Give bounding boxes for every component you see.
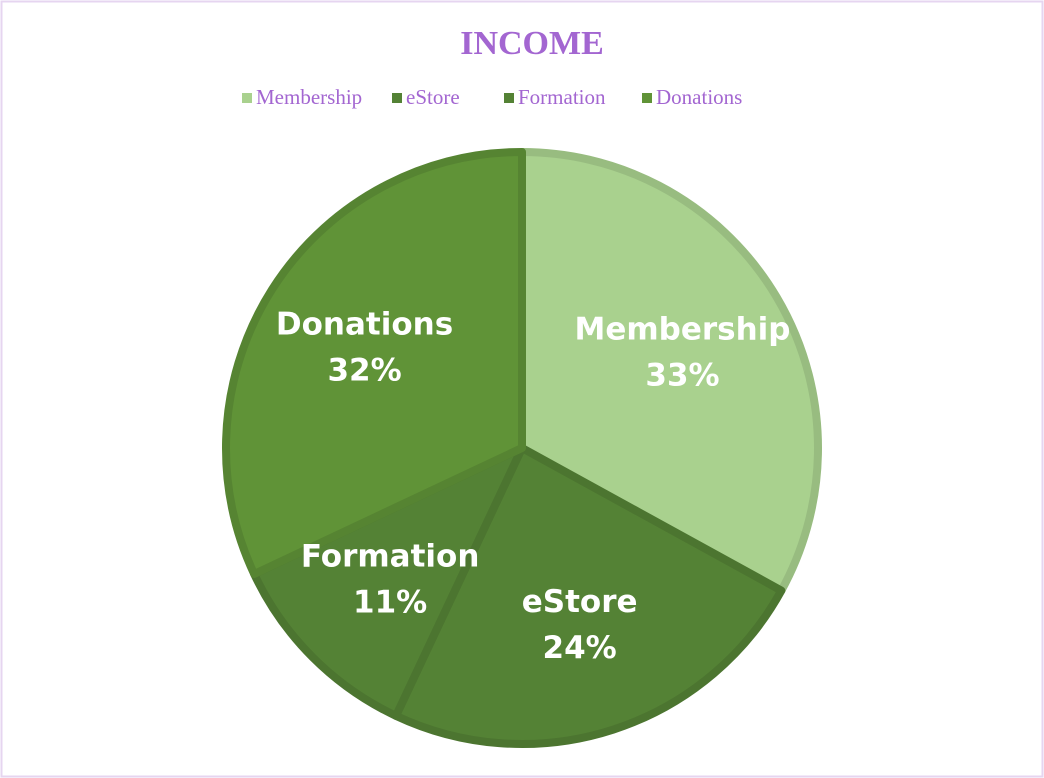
pie-slice [391,444,786,748]
pie-slice [250,444,526,720]
legend-swatch [504,93,514,103]
slice-value-label: 11% [353,584,427,620]
legend-label: Membership [256,85,362,109]
slice-value-label: 33% [645,358,719,394]
slice-category: Membership [574,312,790,348]
legend-label: Formation [518,85,606,109]
slice-category: Formation [301,538,480,574]
legend-label: eStore [406,85,460,109]
legend-label: Donations [656,85,742,109]
pie-slice [222,148,526,579]
slice-value-label: 32% [327,353,401,389]
pie-slice [518,148,822,595]
chart-title: INCOME [460,25,604,62]
slice-category: Donations [276,307,453,343]
legend-swatch [392,93,402,103]
legend-swatch [242,93,252,103]
legend-swatch [642,93,652,103]
slice-value-label: 24% [543,630,617,666]
slice-category: eStore [522,584,638,620]
